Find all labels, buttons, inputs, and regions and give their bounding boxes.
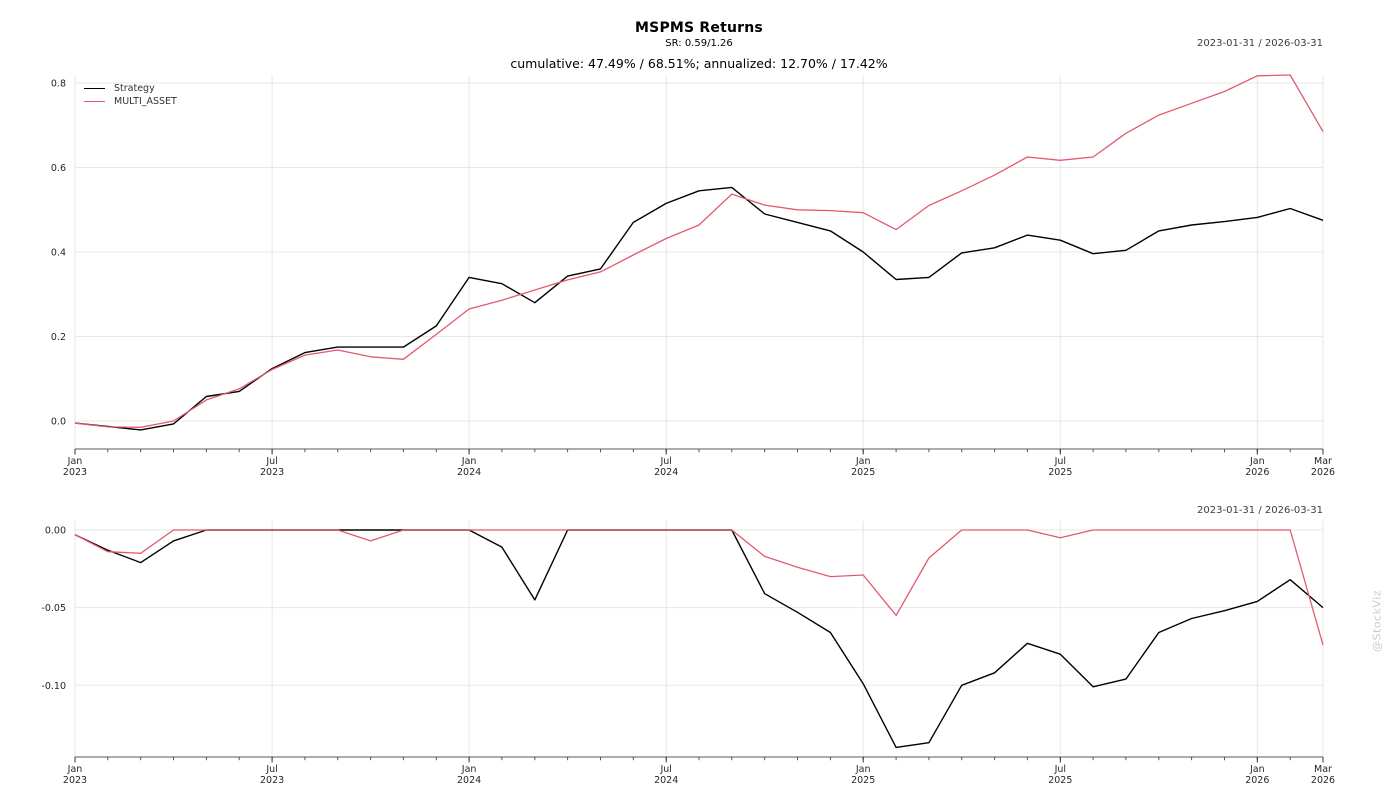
x-axis-tick-label-month: Mar [1314,456,1332,467]
multi-asset-cumulative-returns-line [74,74,1324,428]
strategy-drawdown-line [74,529,1324,749]
x-axis-tick-label-month: Jul [1054,764,1066,775]
y-axis-tick-label: -0.05 [41,603,66,614]
x-axis-tick-label-year: 2025 [1048,775,1072,786]
x-axis-tick-label-year: 2024 [457,467,481,478]
y-axis-tick-label: 0.8 [51,79,66,90]
y-axis-tick-label: -0.10 [41,681,66,692]
x-axis-tick-label-year: 2026 [1245,467,1269,478]
x-axis-tick-label-month: Jul [1054,456,1066,467]
x-axis-tick-label-year: 2026 [1311,467,1335,478]
x-axis-tick-label-year: 2026 [1311,775,1335,786]
x-axis-tick-label-month: Jan [67,456,83,467]
x-axis-tick-label-year: 2024 [654,775,678,786]
legend-label-strategy: Strategy [114,83,155,94]
cumulative-annualized-stats: cumulative: 47.49% / 68.51%; annualized:… [510,56,888,71]
date-range-label-bottom: 2023-01-31 / 2026-03-31 [1197,505,1323,516]
legend: Strategy MULTI_ASSET [84,82,177,108]
strategy-cumulative-returns-line [74,186,1324,431]
x-axis-tick-label-year: 2023 [260,775,284,786]
y-axis-tick-label: 0.4 [51,248,66,259]
x-axis-tick-label-month: Jan [67,764,83,775]
multi-asset-drawdown-line [74,529,1324,646]
legend-item-multi-asset: MULTI_ASSET [84,95,177,108]
strategy-line-sample-icon [84,88,105,89]
x-axis-tick-label-month: Jan [1249,456,1265,467]
x-axis-tick-label-year: 2024 [457,775,481,786]
x-axis-tick-label-month: Jan [461,456,477,467]
x-axis-tick-label-year: 2023 [260,467,284,478]
y-axis-tick-label: 0.00 [45,526,66,537]
date-range-label-top: 2023-01-31 / 2026-03-31 [1197,38,1323,49]
x-axis-tick-label-year: 2023 [63,467,87,478]
x-axis-tick-label-year: 2025 [1048,467,1072,478]
legend-item-strategy: Strategy [84,82,177,95]
legend-label-multi-asset: MULTI_ASSET [114,96,177,107]
x-axis-tick-label-year: 2023 [63,775,87,786]
page-title: MSPMS Returns [635,20,763,36]
y-axis-tick-label: 0.0 [51,417,66,428]
stockviz-watermark-text: @StockViz [1370,589,1384,653]
x-axis-tick-label-month: Jan [1249,764,1265,775]
x-axis-tick-label-year: 2024 [654,467,678,478]
multi-asset-line-sample-icon [84,101,105,102]
x-axis-tick-label-month: Jul [265,764,277,775]
x-axis-tick-label-month: Jan [855,764,871,775]
x-axis-tick-label-month: Jul [659,456,671,467]
y-axis-tick-label: 0.6 [51,163,66,174]
x-axis-tick-label-month: Jan [855,456,871,467]
x-axis-tick-label-month: Jan [461,764,477,775]
x-axis-tick-label-month: Mar [1314,764,1332,775]
x-axis-tick-label-month: Jul [659,764,671,775]
y-axis-tick-label: 0.2 [51,332,66,343]
x-axis-tick-label-year: 2025 [851,775,875,786]
x-axis-tick-label-year: 2025 [851,467,875,478]
sharpe-ratio-subtitle: SR: 0.59/1.26 [665,38,733,49]
x-axis-tick-label-month: Jul [265,456,277,467]
x-axis-tick-label-year: 2026 [1245,775,1269,786]
